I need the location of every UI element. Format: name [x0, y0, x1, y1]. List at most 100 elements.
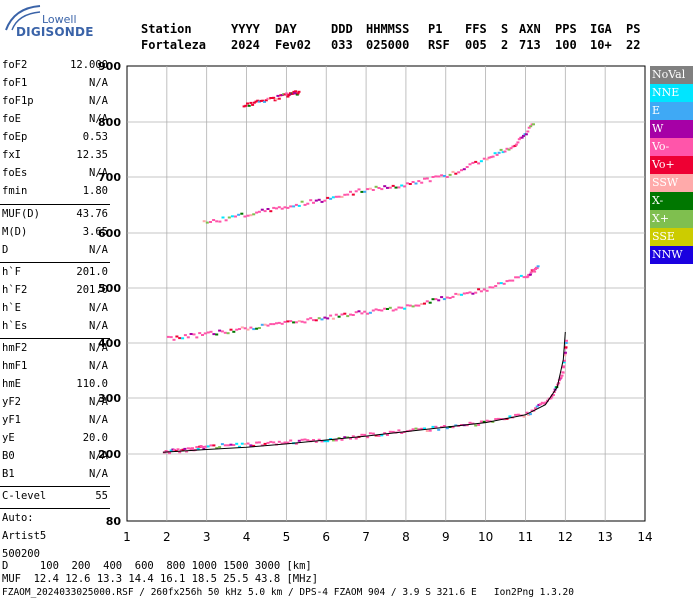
param-name: hmE [2, 378, 21, 390]
echo-point [249, 214, 253, 217]
echo-point [334, 313, 338, 316]
echo-point [273, 99, 277, 102]
echo-point [363, 433, 367, 436]
param-row: hmF1 N/A [2, 360, 108, 378]
echo-point [286, 206, 290, 209]
param-row: C-level 55 [2, 490, 108, 508]
echo-point [408, 304, 412, 307]
echo-point [191, 447, 194, 450]
echo-point [501, 151, 505, 154]
echo-point [425, 430, 429, 432]
echo-point [255, 211, 259, 214]
param-name: h`Es [2, 320, 28, 332]
echo-point [263, 210, 267, 213]
param-value: 110.0 [76, 378, 108, 390]
echo-point [337, 195, 341, 198]
echo-point [303, 321, 307, 324]
echo-point [420, 427, 424, 430]
header-value-iga: 10+ [590, 38, 612, 52]
echo-point [508, 415, 512, 418]
echo-point [349, 313, 352, 316]
legend-item-sse: SSE [650, 228, 693, 246]
echo-point [294, 203, 298, 206]
echo-point [414, 304, 418, 307]
x-tick-label: 6 [322, 530, 330, 544]
file-info-row: FZAOM_2024033025000.RSF / 260fx256h 50 k… [2, 587, 574, 598]
echo-point [257, 327, 261, 329]
echo-point [561, 371, 565, 374]
y-tick-label: 700 [98, 171, 121, 184]
echo-point [417, 180, 421, 183]
param-value: 55 [95, 490, 108, 502]
echo-point [386, 186, 389, 189]
echo-point [212, 444, 216, 447]
echo-point [277, 321, 281, 324]
echo-point [215, 333, 219, 336]
param-name: M(D) [2, 226, 28, 238]
echo-point [451, 426, 455, 429]
echo-point [164, 450, 168, 452]
echo-point [259, 99, 263, 102]
logo-digisonde-text: DIGISONDE [16, 25, 94, 39]
echo-point [391, 184, 395, 187]
echo-point [360, 433, 364, 436]
param-row: foF1 N/A [2, 77, 108, 95]
echo-point [434, 425, 438, 428]
echo-point [514, 143, 518, 146]
param-name: C-level [2, 490, 47, 502]
echo-point [423, 302, 426, 305]
param-value: N/A [89, 244, 108, 256]
echo-point [360, 190, 364, 193]
echo-point [462, 168, 466, 171]
echo-point [397, 306, 401, 309]
echo-point [195, 446, 199, 449]
param-row: fxI 12.35 [2, 149, 108, 167]
header-label-s: S [501, 22, 509, 36]
echo-point [388, 186, 392, 189]
echo-point [495, 153, 499, 156]
param-row: h`Es N/A [2, 320, 108, 338]
header-label-pps: PPS [555, 22, 577, 36]
param-row: h`F 201.0 [2, 266, 108, 284]
legend-item-noval: NoVal [650, 66, 693, 84]
echo-point [565, 339, 568, 342]
param-row: hmE 110.0 [2, 378, 108, 396]
echo-point [377, 434, 381, 437]
param-row: B1 N/A [2, 468, 108, 486]
echo-point [203, 332, 207, 335]
echo-point [294, 442, 298, 445]
echo-point [488, 286, 492, 289]
echo-point [400, 432, 404, 434]
echo-point [171, 448, 175, 451]
echo-point [300, 320, 304, 323]
echo-point [400, 184, 404, 187]
echo-point [240, 212, 244, 215]
echo-point [563, 359, 566, 362]
echo-point [256, 99, 260, 102]
echo-point [169, 336, 173, 339]
divider [0, 262, 110, 263]
echo-point [428, 429, 432, 432]
param-name: B1 [2, 468, 15, 480]
echo-point [374, 308, 378, 311]
param-value: N/A [89, 360, 108, 372]
legend-item-vo-minus: Vo- [650, 138, 693, 156]
echo-point [560, 374, 564, 377]
echo-point [289, 320, 293, 323]
echo-point [386, 434, 389, 436]
y-tick-label: 300 [98, 392, 121, 405]
echo-point [368, 187, 372, 190]
echo-point [238, 445, 241, 448]
echo-point [366, 436, 370, 439]
echo-point [329, 314, 333, 317]
x-tick-label: 10 [478, 530, 493, 544]
echo-point [249, 444, 253, 447]
echo-point [368, 311, 372, 314]
echo-point [314, 440, 318, 443]
digisonde-logo-icon [5, 5, 41, 31]
echo-point [520, 136, 524, 139]
echo-point [457, 171, 461, 174]
echo-point [391, 309, 395, 312]
chart-trace [162, 331, 566, 453]
echo-point [218, 446, 222, 449]
